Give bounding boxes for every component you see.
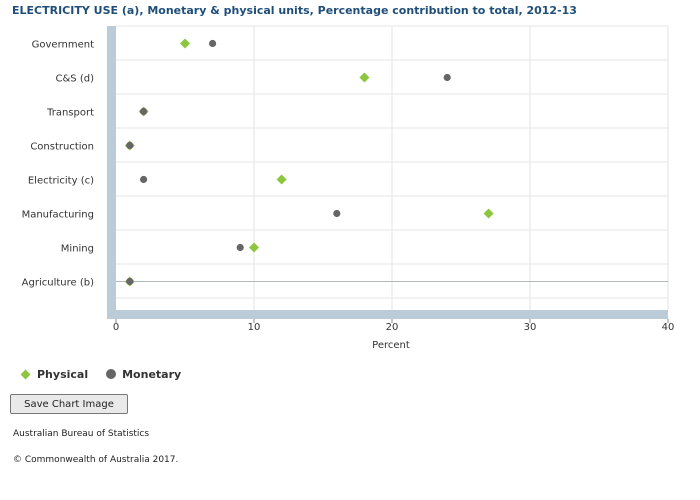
point-monetary-transport[interactable] [140,107,148,116]
x-tick-label-30: 30 [524,322,537,333]
x-tick-label-0: 0 [113,322,119,333]
point-physical-c-s-d[interactable] [359,72,370,83]
grid-lines [116,25,669,310]
footer-copyright: © Commonwealth of Australia 2017. [13,455,179,465]
point-monetary-construction[interactable] [126,141,134,150]
x-tick-label-20: 20 [386,322,399,333]
point-physical-mining[interactable] [249,242,259,253]
point-monetary-government[interactable] [209,39,217,48]
y-tick-label-manufacturing: Manufacturing [22,210,94,221]
legend-label-physical: Physical [37,367,89,381]
y-tick-label-c-s-d: C&S (d) [56,74,95,85]
left-axis-band [107,26,116,319]
data-points [124,38,494,287]
chart-title: ELECTRICITY USE (a), Monetary & physical… [12,4,577,17]
x-axis-ticks: 0 10 20 30 40 [113,319,675,333]
point-monetary-electricity-c[interactable] [140,175,148,184]
x-axis-title: Percent [372,340,410,351]
save-chart-image-button[interactable]: Save Chart Image [10,394,128,414]
y-tick-label-transport: Transport [46,108,94,119]
legend-label-monetary: Monetary [122,367,182,381]
legend-item-monetary[interactable]: Monetary [106,368,181,381]
point-monetary-manufacturing[interactable] [333,209,341,218]
y-tick-label-government: Government [32,40,94,51]
x-tick-label-40: 40 [662,322,675,333]
bottom-axis-band [107,310,668,319]
circle-marker-icon [106,369,117,379]
legend: Physical Monetary [20,366,199,382]
point-physical-electricity-c[interactable] [276,174,287,185]
point-monetary-agriculture-b[interactable] [126,277,134,286]
y-tick-label-construction: Construction [30,142,94,153]
point-monetary-mining[interactable] [236,243,244,252]
chart-plot: Government C&S (d) Transport Construction El… [22,25,675,351]
point-monetary-c-s-d[interactable] [443,73,451,82]
plot-background [107,26,668,319]
footer-source: Australian Bureau of Statistics [13,429,150,439]
legend-item-physical[interactable]: Physical [20,368,88,381]
x-tick-label-10: 10 [248,322,261,333]
point-physical-government[interactable] [180,38,190,49]
y-tick-label-agriculture-b: Agriculture (b) [22,278,94,289]
diamond-marker-icon [20,369,31,379]
y-tick-label-mining: Mining [61,244,94,255]
point-physical-manufacturing[interactable] [483,208,494,219]
y-axis-labels: Government C&S (d) Transport Construction El… [22,40,95,289]
y-tick-label-electricity-c: Electricity (c) [28,176,94,187]
